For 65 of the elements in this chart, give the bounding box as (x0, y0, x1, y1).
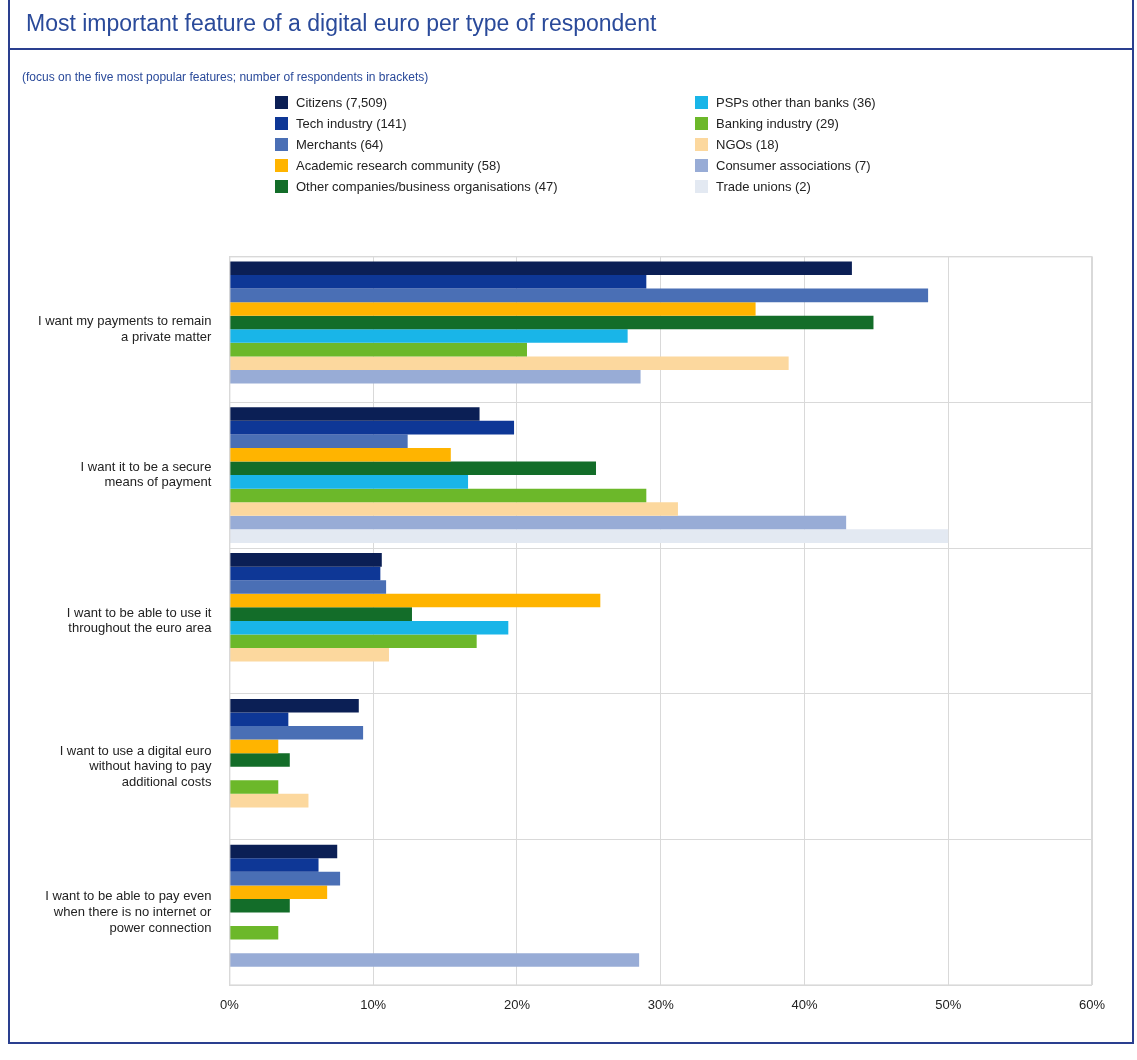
bar (229, 634, 477, 649)
legend-label: Banking industry (29) (715, 115, 840, 133)
bar (229, 739, 279, 754)
legend-label: PSPs other than banks (36) (715, 94, 877, 112)
bar (229, 712, 289, 727)
x-tick-label: 10% (360, 996, 387, 1012)
chart-title: Most important feature of a digital euro per type of respondent (26, 10, 657, 37)
y-tick-label: I want to be able to pay even when there is no internet or power connection (45, 888, 213, 935)
bar (229, 529, 949, 543)
bar (229, 726, 364, 740)
bar (229, 515, 847, 530)
bar (229, 793, 309, 808)
x-tick-label: 50% (935, 996, 962, 1012)
bar (229, 648, 389, 662)
legend-label: Trade unions (2) (715, 178, 812, 196)
legend-label: Citizens (7,509) (295, 94, 389, 112)
bar (229, 580, 387, 594)
bar (229, 607, 412, 621)
bar (229, 315, 874, 330)
bar (229, 275, 647, 289)
x-tick-label: 40% (791, 996, 818, 1012)
bar (229, 434, 408, 448)
y-tick-label: I want my payments to remain a private matter (37, 313, 213, 344)
legend-label: Merchants (64) (295, 136, 385, 154)
bar (229, 329, 628, 343)
bar (229, 502, 678, 516)
x-tick-label: 30% (647, 996, 675, 1012)
bar (229, 898, 290, 913)
bar (229, 407, 480, 421)
bar (229, 475, 469, 489)
x-tick-label: 60% (1078, 996, 1106, 1012)
bar (229, 488, 647, 503)
bar (229, 553, 382, 567)
x-tick-label: 20% (503, 996, 531, 1012)
bar (229, 926, 279, 940)
bar (229, 871, 341, 886)
bar (229, 698, 359, 713)
bar (229, 447, 451, 462)
legend-label: Other companies/business organisations (47) (295, 178, 559, 196)
bar (229, 566, 381, 581)
bar (229, 342, 527, 357)
legend-label: NGOs (18) (715, 136, 780, 154)
bar (229, 261, 852, 276)
bar (229, 369, 641, 384)
legend-label: Academic research community (58) (295, 157, 502, 175)
chart-subtitle: (focus on the five most popular features; number of respondents in brackets) (22, 70, 429, 84)
bar (229, 844, 338, 859)
bar (229, 858, 319, 872)
bar (229, 461, 596, 476)
bar (229, 885, 328, 899)
x-tick-label: 0% (220, 996, 240, 1012)
y-tick-label: I want to be able to use it throughout the euro area (66, 604, 213, 636)
bar (229, 780, 279, 794)
bar (229, 753, 290, 767)
bar (229, 356, 789, 370)
bar (229, 420, 515, 435)
y-tick-label: I want to use a digital euro without having to pay additional costs (59, 742, 212, 789)
y-tick-label: I want it to be a secure means of payment (80, 458, 212, 490)
bar (229, 953, 640, 967)
legend-label: Tech industry (141) (295, 115, 408, 133)
bar (229, 302, 756, 316)
bar (229, 620, 509, 635)
bar (229, 288, 929, 303)
legend-label: Consumer associations (7) (715, 157, 872, 175)
bar (229, 593, 601, 608)
